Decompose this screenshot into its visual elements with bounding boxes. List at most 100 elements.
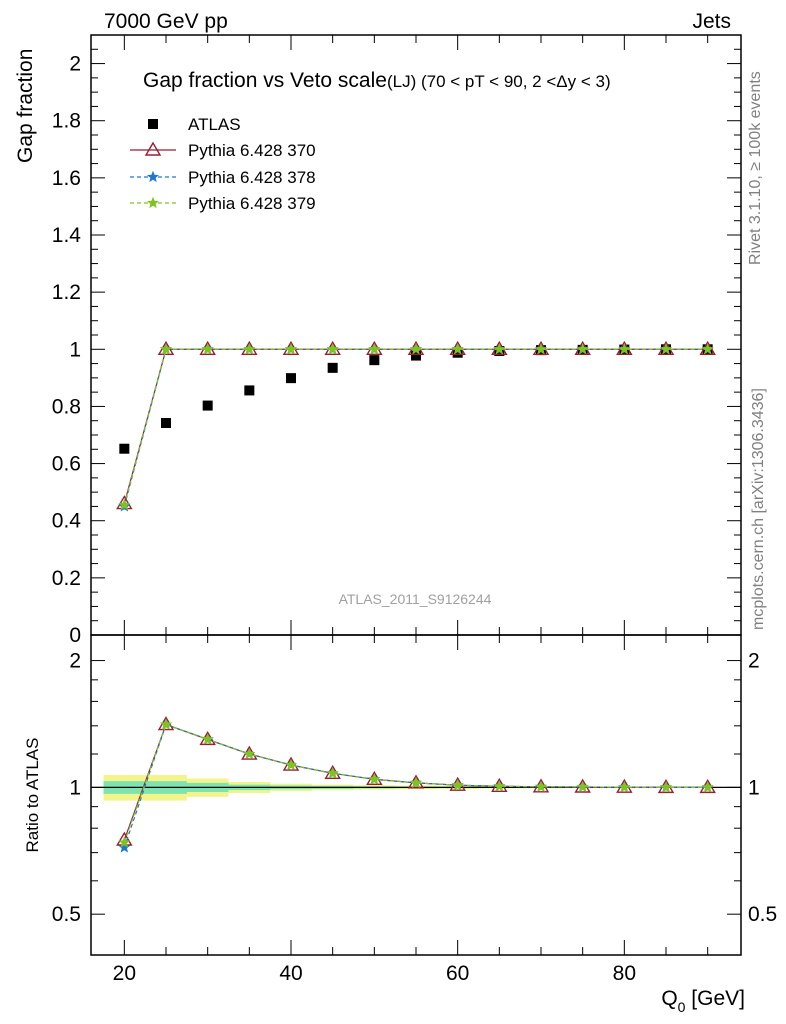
y-axis-title-main: Gap fraction	[14, 49, 37, 163]
main-point-pythia-6-428-379	[576, 342, 589, 355]
main-point-atlas	[161, 418, 171, 428]
legend: ATLAS Pythia 6.428 370 Pythia 6.428 378 Pyt…	[130, 115, 316, 213]
main-point-pythia-6-428-379	[243, 342, 256, 355]
rivet-version-label: Rivet 3.1.10, ≥ 100k events	[747, 71, 764, 265]
x-axis-title: Q0 [GeV]	[661, 987, 745, 1015]
main-point-atlas	[286, 373, 296, 384]
legend-label: Pythia 6.428 370	[188, 141, 316, 160]
ratio-y-tick-label-right: 2	[748, 650, 760, 673]
main-point-atlas	[119, 443, 130, 454]
legend-label: Pythia 6.428 379	[188, 194, 316, 213]
legend-entry-atlas: ATLAS	[148, 115, 241, 134]
ratio-point-pythia-6-428-379	[618, 780, 631, 793]
main-point-atlas	[369, 355, 380, 366]
main-point-pythia-6-428-379	[701, 342, 714, 355]
main-y-tick-label: 1.8	[52, 110, 81, 133]
ratio-point-pythia-6-428-379	[701, 781, 714, 793]
main-line-pythia-6-428-370	[123, 348, 708, 504]
main-point-pythia-6-428-379	[493, 342, 506, 355]
main-point-pythia-6-428-379	[284, 342, 298, 355]
main-point-pythia-6-428-379	[159, 342, 173, 355]
main-y-tick-label: 1.4	[52, 224, 82, 247]
main-y-tick-label: 0.4	[52, 510, 82, 533]
ratio-series-group	[116, 716, 716, 853]
ratio-point-pythia-6-428-379	[159, 718, 173, 730]
ratio-y-tick-label-right: 0.5	[748, 903, 777, 926]
main-point-pythia-6-428-379	[534, 342, 548, 355]
main-point-atlas	[452, 347, 463, 358]
ratio-point-pythia-6-428-379	[451, 778, 464, 791]
x-tick-label: 40	[279, 962, 302, 985]
main-series-pythia-6-428-370	[116, 340, 716, 510]
main-line-pythia-6-428-378	[123, 348, 708, 507]
ratio-point-pythia-6-428-379	[409, 776, 423, 788]
main-line-pythia-6-428-379	[123, 348, 708, 506]
ratio-point-pythia-6-428-378	[118, 841, 131, 853]
ratio-point-pythia-6-428-379	[326, 766, 339, 779]
ratio-point-pythia-6-428-379	[284, 758, 298, 771]
main-point-pythia-6-428-379	[618, 342, 631, 355]
main-point-atlas	[411, 350, 421, 361]
plot-title-selection: (LJ) (70 < pT < 90, 2 <Δy < 3)	[387, 72, 611, 91]
main-y-tick-label: 0.6	[52, 453, 81, 476]
ratio-point-pythia-6-428-379	[576, 780, 589, 793]
main-y-tick-label: 0	[69, 624, 81, 647]
main-point-atlas	[202, 400, 213, 411]
main-y-tick-label: 1.2	[52, 281, 81, 304]
main-series-pythia-6-428-379	[118, 342, 714, 511]
main-series-group	[116, 340, 716, 512]
x-tick-label: 60	[446, 962, 469, 985]
legend-label: Pythia 6.428 378	[188, 168, 316, 187]
x-axis-title-q: Q	[661, 987, 677, 1010]
main-point-pythia-6-428-379	[118, 498, 131, 511]
mcplots-reference-label: mcplots.cern.ch [arXiv:1306.3436]	[750, 388, 767, 630]
main-y-tick-label: 0.2	[52, 567, 81, 590]
plot-title: Gap fraction vs Veto scale(LJ) (70 < pT …	[143, 69, 611, 92]
legend-entry-pythia-6-428-370: Pythia 6.428 370	[130, 141, 316, 160]
main-y-tick-label: 2	[69, 53, 81, 76]
legend-marker-atlas	[148, 119, 158, 129]
axes-group: 20 40 60 80 0 0.2 0.4 0.6 0.8 1 1.2 1.4 1.6 1.8 2 0.5 0.…	[52, 34, 777, 985]
ratio-y-tick-label-right: 1	[748, 776, 760, 799]
main-series-pythia-6-428-378	[118, 342, 714, 512]
main-point-pythia-6-428-379	[451, 342, 464, 355]
ratio-y-tick-label-left: 0.5	[52, 903, 81, 926]
ratio-line-pythia-6-428-379	[123, 723, 708, 843]
y-axis-title-ratio: Ratio to ATLAS	[23, 738, 42, 853]
main-point-atlas	[244, 385, 255, 396]
plot-title-main: Gap fraction vs Veto scale	[143, 69, 387, 92]
legend-marker-pythia-6-428-379	[146, 196, 160, 209]
x-axis-title-subscript: 0	[678, 999, 686, 1015]
main-y-tick-label: 0.8	[52, 395, 81, 418]
ratio-series-pythia-6-428-379	[118, 718, 714, 848]
ratio-point-pythia-6-428-379	[659, 781, 673, 793]
legend-label: ATLAS	[188, 115, 241, 134]
ratio-point-pythia-6-428-379	[493, 779, 506, 792]
main-point-pythia-6-428-379	[368, 342, 381, 355]
x-tick-label: 80	[613, 962, 636, 985]
main-point-pythia-6-428-379	[659, 342, 673, 355]
main-series-atlas	[119, 344, 713, 454]
collision-energy-label: 7000 GeV pp	[104, 10, 228, 33]
main-point-pythia-6-428-379	[201, 342, 214, 355]
x-tick-label: 20	[113, 962, 136, 985]
main-point-pythia-6-428-379	[409, 342, 423, 355]
legend-marker-pythia-6-428-378	[146, 170, 160, 183]
legend-marker-pythia-6-428-370	[144, 141, 162, 156]
ratio-point-pythia-6-428-379	[201, 733, 214, 745]
main-point-pythia-6-428-379	[326, 342, 339, 355]
main-y-tick-label: 1.6	[52, 167, 81, 190]
ratio-point-pythia-6-428-379	[534, 780, 548, 792]
ratio-point-pythia-6-428-379	[118, 836, 131, 848]
x-axis-title-unit: [GeV]	[685, 987, 745, 1010]
process-label: Jets	[692, 10, 731, 33]
ratio-y-tick-label-left: 2	[69, 650, 81, 673]
main-point-atlas	[327, 362, 338, 373]
legend-entry-pythia-6-428-379: Pythia 6.428 379	[130, 194, 316, 213]
analysis-id-watermark: ATLAS_2011_S9126244	[339, 591, 492, 607]
ratio-y-tick-label-left: 1	[69, 776, 81, 799]
ratio-point-pythia-6-428-379	[243, 747, 256, 760]
legend-entry-pythia-6-428-378: Pythia 6.428 378	[130, 168, 316, 187]
main-y-tick-label: 1	[69, 338, 81, 361]
